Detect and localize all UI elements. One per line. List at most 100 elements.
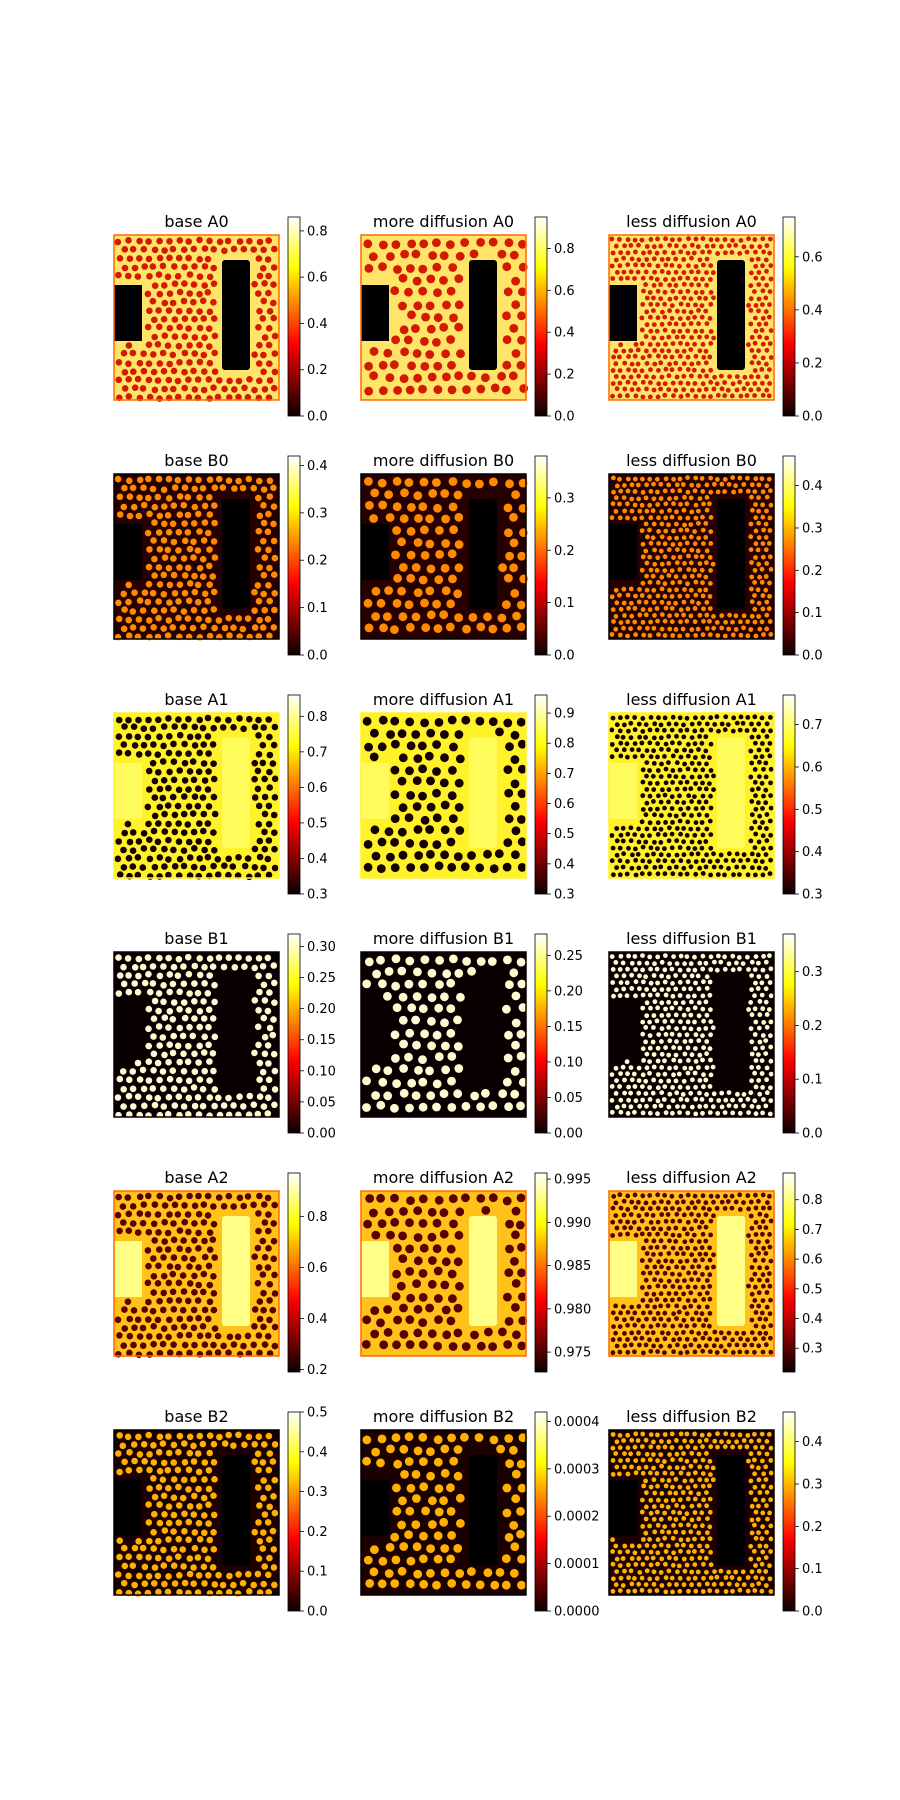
spot [261,810,269,818]
spot [378,1556,388,1566]
spot [209,963,217,970]
spot [433,1531,443,1541]
colorbar-tick-label: 0.3 [307,506,328,521]
spot [756,747,762,753]
spot [644,1000,650,1006]
colorbar-tick-label: 0.4 [802,303,823,318]
spot [689,1252,695,1258]
spot [260,1494,267,1502]
colorbar-tick-label: 0.2 [307,363,328,378]
spot [696,1199,701,1204]
spot [639,1509,645,1515]
spot [667,1091,673,1097]
spot [221,624,229,632]
spot [120,1086,127,1093]
spot [256,1349,263,1357]
spot [700,871,706,876]
spot [180,297,188,305]
spot [767,1205,772,1211]
spot [150,1050,158,1058]
spot [449,954,458,964]
spot [164,1466,172,1474]
colorbar-gradient [287,455,301,656]
spot [185,1094,193,1102]
spot [191,980,198,987]
colorbar-tick-label: 0.0 [802,1605,823,1620]
spot [652,613,657,618]
spot [191,350,198,357]
spot [626,845,631,851]
spot [673,1052,679,1058]
spot [722,489,727,494]
spot [741,1200,746,1205]
spot [640,1206,645,1212]
spot [622,1464,627,1470]
spot [134,1229,142,1236]
spot [185,1077,193,1085]
spot [723,1431,729,1437]
spot [156,803,164,811]
spot [670,871,676,877]
spot [674,826,680,831]
spot [221,862,228,869]
spot [756,1065,761,1070]
spot [759,992,765,998]
spot [677,554,683,560]
spot [195,1485,202,1493]
panel: less diffusion B10.00.10.20.3 [608,929,823,1142]
spot [206,1449,213,1457]
spot [636,1465,642,1471]
spot [685,593,690,599]
spot [210,1290,218,1297]
spot [726,1090,732,1095]
spot [156,1333,163,1340]
spot [737,251,743,256]
spot [411,730,421,739]
spot [378,979,387,989]
spot [405,1340,415,1349]
spot [764,1278,770,1283]
spot [439,322,449,332]
spot [677,740,682,746]
spot [647,1270,653,1276]
spot [686,1549,691,1555]
spot [752,340,758,346]
spot [647,992,653,998]
spot [756,1530,761,1535]
spot [226,394,233,401]
spot [191,315,198,323]
spot [650,1213,656,1218]
spot [226,1333,234,1341]
spot [185,1246,192,1254]
colorbar-tick-label: 0.3 [802,1342,823,1357]
spot [139,1324,147,1332]
spot [165,1484,172,1492]
spot [677,993,683,998]
spot [692,993,697,999]
spot [766,476,772,482]
spot [405,1579,415,1589]
spot [420,598,429,608]
spot [626,354,631,359]
spot [663,501,669,507]
spot [235,854,242,861]
spot [760,1192,766,1198]
spot [511,1018,521,1028]
spot [201,607,208,614]
spot [674,748,679,754]
spot [625,515,630,521]
spot [756,282,762,287]
spot [714,714,720,720]
spot [697,1251,703,1257]
spot [748,748,754,754]
spot [165,376,173,384]
spot [681,1556,687,1562]
spot [699,1245,705,1251]
spot [692,1298,698,1303]
spot [390,1193,399,1203]
spot [180,1563,187,1570]
spot [199,1323,207,1330]
spot [156,546,164,553]
spot [643,1277,649,1283]
spot [705,1530,710,1536]
